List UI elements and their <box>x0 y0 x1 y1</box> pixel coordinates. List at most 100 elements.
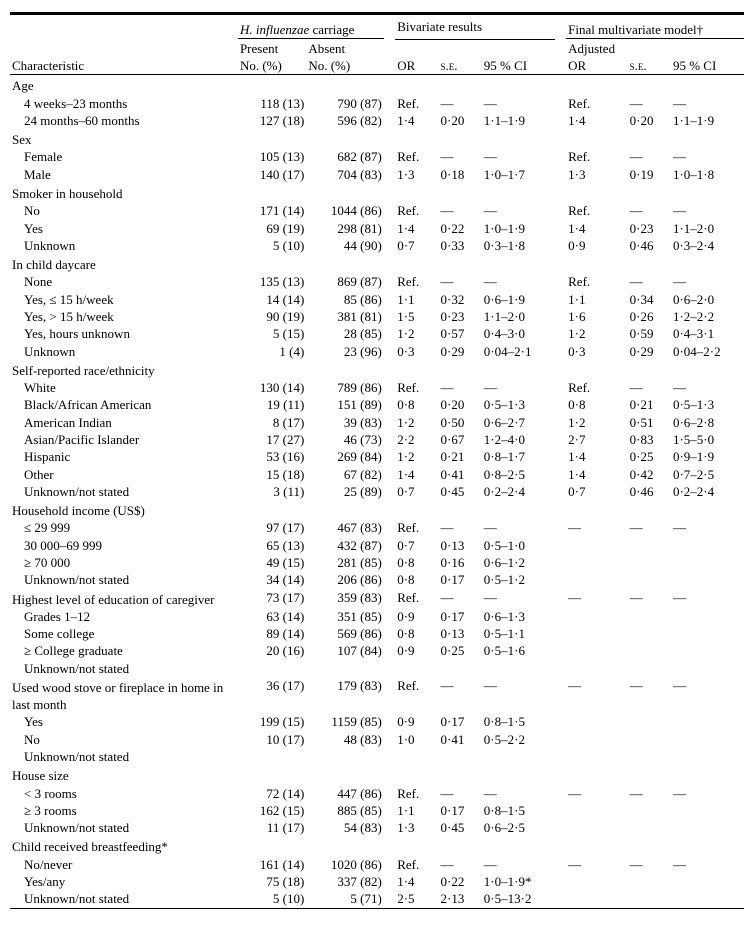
cell-se2: 0·25 <box>628 448 671 465</box>
cell-ci2: 0·2–2·4 <box>671 483 744 500</box>
cell-ci2 <box>671 129 744 148</box>
cell-or2 <box>566 713 628 730</box>
cell-ci2: 0·6–2·8 <box>671 414 744 431</box>
cell-present: 8 (17) <box>238 414 306 431</box>
cell-ci1 <box>482 748 555 765</box>
cell-or1: 1·4 <box>395 220 438 237</box>
cell-ci2 <box>671 254 744 273</box>
cell-or1 <box>395 765 438 784</box>
row-label: Yes/any <box>10 873 238 890</box>
cell-ci1: — <box>482 519 555 536</box>
cell-or2 <box>566 748 628 765</box>
cell-se2 <box>628 360 671 379</box>
cell-or2 <box>566 360 628 379</box>
cell-present: 105 (13) <box>238 148 306 165</box>
cell-se1: 0·22 <box>439 873 482 890</box>
cell-se1: — <box>439 519 482 536</box>
cell-absent: 1044 (86) <box>306 202 384 219</box>
cell-or2 <box>566 642 628 659</box>
cell-ci1: — <box>482 202 555 219</box>
cell-se1 <box>439 75 482 94</box>
cell-se1: — <box>439 148 482 165</box>
cell-present: 3 (11) <box>238 483 306 500</box>
cell-present <box>238 360 306 379</box>
cell-or1: 1·4 <box>395 873 438 890</box>
data-row: Other15 (18)67 (82)1·40·410·8–2·51·40·42… <box>10 466 744 483</box>
cell-se1: 0·32 <box>439 291 482 308</box>
cell-present <box>238 748 306 765</box>
hdr-carriage: H. influenzae carriage <box>238 15 384 39</box>
cell-se1: 0·17 <box>439 571 482 588</box>
cell-se1: 0·21 <box>439 448 482 465</box>
cell-ci1: 0·3–1·8 <box>482 237 555 254</box>
cell-or1: 2·2 <box>395 431 438 448</box>
cell-present: 89 (14) <box>238 625 306 642</box>
row-label: American Indian <box>10 414 238 431</box>
cell-ci1: — <box>482 148 555 165</box>
data-row: ≥ College graduate20 (16)107 (84)0·90·25… <box>10 642 744 659</box>
data-row: Female105 (13)682 (87)Ref.——Ref.—— <box>10 148 744 165</box>
cell-se2 <box>628 554 671 571</box>
data-row: Unknown/not stated3 (11)25 (89)0·70·450·… <box>10 483 744 500</box>
cell-or2 <box>566 625 628 642</box>
row-label: White <box>10 379 238 396</box>
cell-se1: 0·20 <box>439 112 482 129</box>
cell-ci1: — <box>482 785 555 802</box>
cell-or1: 1·5 <box>395 308 438 325</box>
data-row: No171 (14)1044 (86)Ref.——Ref.—— <box>10 202 744 219</box>
cell-absent: 381 (81) <box>306 308 384 325</box>
cell-absent <box>306 836 384 855</box>
cell-se2: — <box>628 589 671 608</box>
cell-se2 <box>628 819 671 836</box>
cell-present: 65 (13) <box>238 537 306 554</box>
data-row: ≤ 29 99997 (17)467 (83)Ref.————— <box>10 519 744 536</box>
data-row: No/never161 (14)1020 (86)Ref.————— <box>10 856 744 873</box>
cell-ci1 <box>482 254 555 273</box>
cell-or1: 0·3 <box>395 343 438 360</box>
cell-absent: 596 (82) <box>306 112 384 129</box>
cell-or1: 1·2 <box>395 448 438 465</box>
cell-ci2: 0·9–1·9 <box>671 448 744 465</box>
cell-absent: 359 (83) <box>306 589 384 608</box>
cell-or1 <box>395 500 438 519</box>
cell-or2 <box>566 75 628 94</box>
cell-present: 1 (4) <box>238 343 306 360</box>
cell-ci2 <box>671 765 744 784</box>
cell-se2: 0·26 <box>628 308 671 325</box>
cell-ci1: 0·5–1·6 <box>482 642 555 659</box>
row-label: 4 weeks–23 months <box>10 95 238 112</box>
cell-or2: Ref. <box>566 202 628 219</box>
cell-ci2 <box>671 571 744 588</box>
cell-absent: 46 (73) <box>306 431 384 448</box>
cell-present: 11 (17) <box>238 819 306 836</box>
cell-or1: 1·3 <box>395 166 438 183</box>
row-label: Unknown/not stated <box>10 748 238 765</box>
cell-absent: 789 (86) <box>306 379 384 396</box>
cell-ci2: — <box>671 856 744 873</box>
cell-se1: 0·45 <box>439 483 482 500</box>
cell-ci2: 1·5–5·0 <box>671 431 744 448</box>
cell-present: 10 (17) <box>238 731 306 748</box>
data-row: Unknown/not stated34 (14)206 (86)0·80·17… <box>10 571 744 588</box>
cell-ci1: 0·6–1·9 <box>482 291 555 308</box>
cell-present <box>238 500 306 519</box>
cell-se2: 0·34 <box>628 291 671 308</box>
cell-absent: 1020 (86) <box>306 856 384 873</box>
hdr-ci2: 95 % CI <box>671 57 744 75</box>
cell-se2: 0·19 <box>628 166 671 183</box>
cell-ci1: — <box>482 856 555 873</box>
cell-ci2: — <box>671 379 744 396</box>
cell-or2 <box>566 254 628 273</box>
cell-or1 <box>395 660 438 677</box>
cell-ci1: 0·5–1·0 <box>482 537 555 554</box>
cell-se2: — <box>628 677 671 714</box>
cell-ci1: 0·6–2·7 <box>482 414 555 431</box>
cell-se2 <box>628 890 671 908</box>
cell-or2: 0·7 <box>566 483 628 500</box>
row-label: None <box>10 273 238 290</box>
cell-present: 97 (17) <box>238 519 306 536</box>
cell-present: 199 (15) <box>238 713 306 730</box>
cell-absent <box>306 183 384 202</box>
cell-or2: — <box>566 785 628 802</box>
cell-absent: 281 (85) <box>306 554 384 571</box>
